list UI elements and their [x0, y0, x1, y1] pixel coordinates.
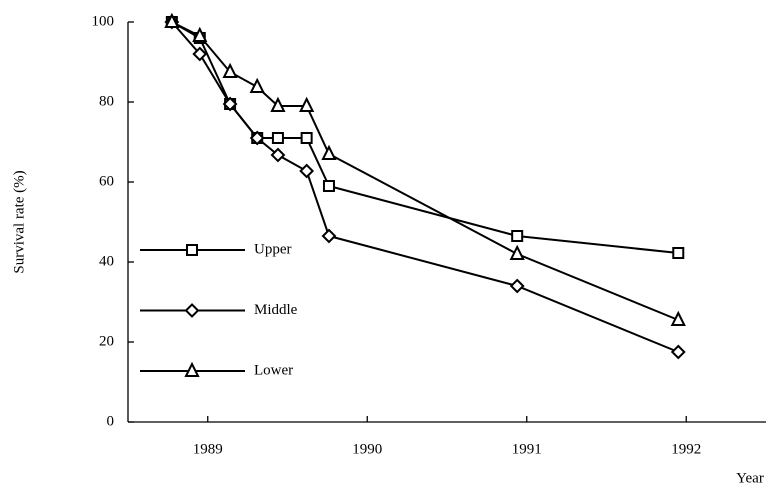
marker — [670, 344, 686, 360]
marker — [270, 96, 286, 112]
marker — [299, 96, 315, 112]
marker — [670, 310, 686, 326]
marker — [321, 144, 337, 160]
legend-label: Upper — [254, 241, 292, 257]
legend-marker — [184, 303, 200, 318]
legend-label: Lower — [254, 362, 293, 378]
series-line — [171, 21, 679, 321]
marker — [192, 46, 208, 62]
marker — [249, 130, 265, 146]
marker — [672, 247, 685, 259]
marker — [509, 278, 525, 294]
marker — [164, 12, 180, 28]
legend-marker — [186, 244, 198, 256]
y-tick-label: 80 — [99, 93, 114, 109]
y-tick-label: 20 — [99, 333, 114, 349]
marker — [509, 244, 525, 260]
marker — [271, 132, 284, 144]
x-tick-label: 1990 — [352, 441, 382, 457]
y-tick-label: 0 — [107, 413, 115, 429]
marker — [249, 77, 265, 93]
marker — [511, 230, 524, 242]
marker — [222, 96, 238, 112]
x-tick-label: 1992 — [671, 441, 701, 457]
y-tick-label: 60 — [99, 173, 114, 189]
marker — [300, 132, 313, 144]
y-tick-label: 100 — [92, 13, 115, 29]
series-line — [171, 21, 679, 353]
marker — [299, 163, 315, 179]
legend-label: Middle — [254, 302, 298, 318]
legend-marker — [184, 361, 200, 377]
x-tick-label: 1991 — [512, 441, 542, 457]
marker — [192, 26, 208, 42]
series-line — [171, 21, 679, 254]
marker — [321, 228, 337, 244]
x-axis-label: Year — [736, 470, 764, 486]
marker — [322, 180, 335, 192]
y-tick-label: 40 — [99, 253, 114, 269]
y-axis-label: Survival rate (%) — [11, 170, 27, 273]
marker — [270, 147, 286, 163]
x-tick-label: 1989 — [193, 441, 223, 457]
marker — [222, 62, 238, 78]
